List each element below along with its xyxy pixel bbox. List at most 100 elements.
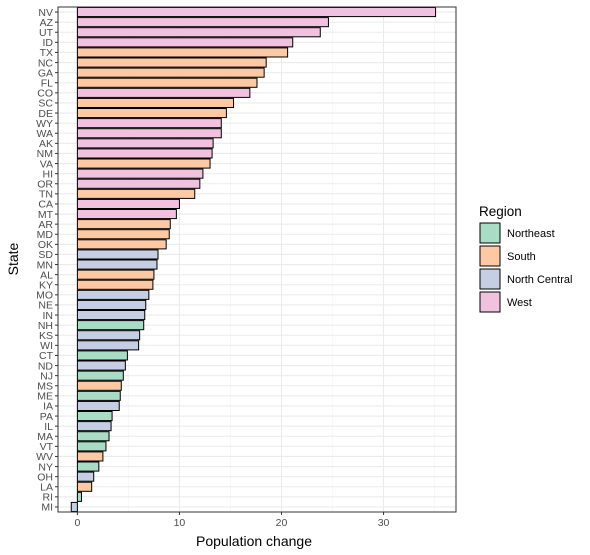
y-tick-label: MI bbox=[41, 502, 53, 514]
y-tick-label: MD bbox=[37, 229, 54, 241]
y-tick-label: NM bbox=[37, 148, 53, 160]
bar-mt bbox=[76, 209, 177, 220]
y-tick-label: TN bbox=[39, 189, 53, 201]
y-tick-label: NV bbox=[38, 7, 53, 19]
y-axis-ticks: NVAZUTIDTXNCGAFLCOSCDEWYWAAKNMVAHIORTNCA… bbox=[36, 7, 58, 514]
y-tick-label: IA bbox=[43, 401, 53, 413]
y-tick-label: NH bbox=[38, 320, 53, 332]
y-tick-label: MN bbox=[37, 259, 53, 271]
y-tick-label: OH bbox=[37, 471, 53, 483]
bar-al bbox=[76, 269, 155, 280]
legend-label: South bbox=[507, 251, 536, 263]
bar-ia bbox=[76, 400, 120, 411]
bar-me bbox=[76, 390, 121, 401]
y-tick-label: WI bbox=[40, 340, 53, 352]
y-tick-label: CO bbox=[37, 88, 53, 100]
bar-md bbox=[76, 229, 170, 240]
bar-ky bbox=[76, 279, 154, 290]
y-tick-label: DE bbox=[38, 108, 53, 120]
legend: Region Northeast South North Central West bbox=[479, 204, 572, 313]
bar-ne bbox=[76, 299, 147, 310]
legend-key-south bbox=[479, 245, 501, 267]
bar-il bbox=[76, 421, 112, 432]
y-tick-label: MA bbox=[37, 431, 53, 443]
y-tick-label: ND bbox=[38, 360, 54, 372]
legend-title: Region bbox=[479, 204, 522, 219]
y-tick-label: CT bbox=[39, 350, 54, 362]
bar-nc bbox=[76, 57, 267, 68]
bar-nd bbox=[76, 360, 126, 371]
x-tick-label: 10 bbox=[174, 517, 186, 529]
x-tick-label: 0 bbox=[74, 517, 80, 529]
y-tick-label: GA bbox=[38, 67, 53, 79]
bar-ca bbox=[76, 198, 180, 209]
y-axis-title: State bbox=[5, 242, 21, 275]
y-tick-label: OR bbox=[37, 178, 53, 190]
bar-nm bbox=[76, 148, 213, 159]
bars-layer bbox=[70, 7, 437, 512]
bar-tx bbox=[76, 47, 289, 58]
y-tick-label: MT bbox=[38, 209, 54, 221]
y-tick-label: AK bbox=[39, 138, 53, 150]
y-tick-label: KY bbox=[39, 279, 53, 291]
y-tick-label: HI bbox=[43, 168, 54, 180]
y-tick-label: MS bbox=[37, 380, 53, 392]
legend-label: North Central bbox=[507, 274, 572, 286]
bar-ks bbox=[76, 330, 141, 341]
bar-pa bbox=[76, 411, 113, 422]
y-tick-label: VA bbox=[40, 158, 53, 170]
y-tick-label: PA bbox=[40, 411, 53, 423]
bar-va bbox=[76, 158, 211, 169]
y-tick-label: NY bbox=[38, 461, 53, 473]
bar-mi bbox=[70, 501, 78, 512]
bar-nh bbox=[76, 320, 145, 331]
bar-ut bbox=[76, 27, 321, 38]
bar-ga bbox=[76, 67, 265, 78]
y-tick-label: IN bbox=[43, 310, 54, 322]
y-tick-label: UT bbox=[39, 27, 54, 39]
bar-ny bbox=[76, 461, 100, 472]
y-tick-label: OK bbox=[38, 239, 53, 251]
y-tick-label: WV bbox=[36, 451, 53, 463]
legend-label: Northeast bbox=[507, 228, 555, 240]
bar-de bbox=[76, 108, 227, 119]
bar-nv bbox=[76, 7, 437, 18]
bar-az bbox=[76, 17, 329, 28]
bar-wv bbox=[76, 451, 104, 462]
y-tick-label: NE bbox=[38, 300, 53, 312]
y-tick-label: VT bbox=[40, 441, 54, 453]
y-tick-label: SD bbox=[38, 249, 53, 261]
legend-key-west bbox=[479, 291, 501, 313]
bar-in bbox=[76, 310, 146, 321]
bar-wa bbox=[76, 128, 222, 139]
x-axis-ticks: 0 10 20 30 bbox=[74, 512, 390, 529]
bar-co bbox=[76, 87, 251, 98]
bar-or bbox=[76, 178, 201, 189]
x-tick-label: 20 bbox=[276, 517, 288, 529]
bar-ms bbox=[76, 380, 122, 391]
y-tick-label: NJ bbox=[40, 370, 53, 382]
y-tick-label: LA bbox=[40, 481, 53, 493]
bar-la bbox=[76, 481, 93, 492]
bar-mo bbox=[76, 289, 150, 300]
bar-oh bbox=[76, 471, 95, 482]
bar-mn bbox=[76, 259, 158, 270]
bar-sc bbox=[76, 97, 235, 108]
bar-ct bbox=[76, 350, 128, 361]
bar-ok bbox=[76, 239, 167, 250]
bar-ak bbox=[76, 138, 214, 149]
bar-ri bbox=[76, 491, 82, 502]
bar-ar bbox=[76, 219, 171, 230]
y-tick-label: FL bbox=[41, 77, 53, 89]
bar-hi bbox=[76, 168, 204, 179]
y-tick-label: MO bbox=[36, 290, 53, 302]
y-tick-label: WY bbox=[36, 118, 53, 130]
y-tick-label: ID bbox=[43, 37, 54, 49]
panel-border-rect bbox=[57, 6, 457, 513]
y-tick-label: NC bbox=[38, 57, 54, 69]
bar-wy bbox=[76, 118, 222, 129]
bar-fl bbox=[76, 77, 258, 88]
y-tick-label: RI bbox=[43, 492, 54, 504]
bar-sd bbox=[76, 249, 159, 260]
